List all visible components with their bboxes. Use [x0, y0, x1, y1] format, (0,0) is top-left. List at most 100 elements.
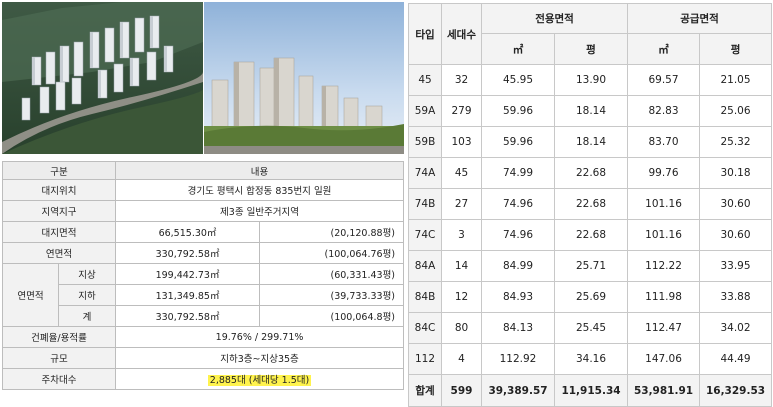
floor-area-label: 연면적 — [1, 242, 117, 264]
site-location-label: 대지위치 — [1, 179, 117, 201]
gross-total-py: (100,064.8평) — [259, 305, 405, 327]
total-supply-m2: 53,981.91 — [627, 374, 701, 407]
unit-supply-py: 30.60 — [699, 219, 773, 251]
table-row: 59A 279 59.96 18.14 82.83 25.06 — [408, 95, 773, 127]
unit-exclusive-m2: 74.99 — [481, 157, 555, 189]
header-exclusive-py: 평 — [553, 33, 629, 65]
project-info-table: 구분 내용 대지위치 경기도 평택시 합정동 835번지 일원 지역지구 제3종… — [1, 161, 405, 390]
table-row: 74B 27 74.96 22.68 101.16 30.60 — [408, 188, 773, 220]
parking-label: 주차대수 — [1, 368, 117, 390]
unit-type-table: 타입 세대수 전용면적 공급면적 ㎡ 평 ㎡ 평 45 32 45.95 13.90 6… — [408, 3, 773, 407]
below-ground-py: (39,733.33평) — [259, 284, 405, 306]
table-row: 74A 45 74.99 22.68 99.76 30.18 — [408, 157, 773, 189]
unit-households: 279 — [441, 95, 482, 127]
unit-exclusive-m2: 74.96 — [481, 188, 555, 220]
unit-type: 84A — [408, 250, 442, 282]
gross-area-label: 연면적 — [2, 263, 59, 327]
unit-exclusive-m2: 84.99 — [481, 250, 555, 282]
above-ground-py: (60,331.43평) — [259, 263, 405, 285]
unit-supply-py: 44.49 — [699, 343, 773, 375]
table-row: 84C 80 84.13 25.45 112.47 34.02 — [408, 312, 773, 344]
table-row: 84B 12 84.93 25.69 111.98 33.88 — [408, 281, 773, 313]
unit-households: 3 — [441, 219, 482, 251]
unit-households: 103 — [441, 126, 482, 158]
unit-supply-m2: 83.70 — [627, 126, 701, 158]
scale-label: 규모 — [1, 347, 117, 369]
unit-households: 4 — [441, 343, 482, 375]
unit-exclusive-py: 18.14 — [553, 126, 629, 158]
table-row: 45 32 45.95 13.90 69.57 21.05 — [408, 64, 773, 96]
floor-area-py: (100,064.76평) — [259, 242, 405, 264]
unit-supply-py: 33.95 — [699, 250, 773, 282]
site-location-value: 경기도 평택시 합정동 835번지 일원 — [115, 179, 405, 201]
header-exclusive-m2: ㎡ — [481, 33, 555, 65]
unit-exclusive-py: 13.90 — [553, 64, 629, 96]
unit-supply-m2: 112.47 — [627, 312, 701, 344]
table-row: 84A 14 84.99 25.71 112.22 33.95 — [408, 250, 773, 282]
unit-households: 12 — [441, 281, 482, 313]
floor-area-m2: 330,792.58㎡ — [115, 242, 261, 264]
unit-households: 80 — [441, 312, 482, 344]
parking-cell: 2,885대 (세대당 1.5대) — [115, 368, 405, 390]
unit-households: 14 — [441, 250, 482, 282]
unit-exclusive-m2: 84.93 — [481, 281, 555, 313]
above-ground-m2: 199,442.73㎡ — [115, 263, 261, 285]
unit-supply-m2: 69.57 — [627, 64, 701, 96]
unit-type: 45 — [408, 64, 442, 96]
unit-type: 74A — [408, 157, 442, 189]
unit-supply-py: 25.06 — [699, 95, 773, 127]
below-ground-label: 지하 — [57, 284, 117, 306]
ratio-label: 건폐율/용적률 — [1, 326, 117, 348]
unit-exclusive-py: 22.68 — [553, 219, 629, 251]
unit-exclusive-py: 18.14 — [553, 95, 629, 127]
zone-value: 제3종 일반주거지역 — [115, 200, 405, 222]
unit-exclusive-py: 22.68 — [553, 188, 629, 220]
aerial-complex-image — [2, 2, 203, 154]
unit-supply-m2: 101.16 — [627, 188, 701, 220]
unit-supply-m2: 101.16 — [627, 219, 701, 251]
unit-type: 59B — [408, 126, 442, 158]
unit-supply-m2: 99.76 — [627, 157, 701, 189]
unit-supply-py: 30.60 — [699, 188, 773, 220]
unit-supply-m2: 112.22 — [627, 250, 701, 282]
unit-type: 84C — [408, 312, 442, 344]
header-type: 타입 — [408, 3, 442, 65]
unit-exclusive-m2: 45.95 — [481, 64, 555, 96]
unit-households: 27 — [441, 188, 482, 220]
unit-exclusive-m2: 112.92 — [481, 343, 555, 375]
below-ground-m2: 131,349.85㎡ — [115, 284, 261, 306]
header-households: 세대수 — [441, 3, 482, 65]
ratio-value: 19.76% / 299.71% — [115, 326, 405, 348]
unit-type: 112 — [408, 343, 442, 375]
unit-type: 59A — [408, 95, 442, 127]
parking-value: 2,885대 (세대당 1.5대) — [207, 375, 312, 386]
unit-exclusive-py: 34.16 — [553, 343, 629, 375]
unit-households: 45 — [441, 157, 482, 189]
unit-exclusive-py: 22.68 — [553, 157, 629, 189]
unit-supply-m2: 82.83 — [627, 95, 701, 127]
unit-exclusive-m2: 74.96 — [481, 219, 555, 251]
unit-supply-py: 21.05 — [699, 64, 773, 96]
unit-supply-py: 25.32 — [699, 126, 773, 158]
zone-label: 지역지구 — [1, 200, 117, 222]
unit-exclusive-m2: 59.96 — [481, 95, 555, 127]
scale-value: 지하3층~지상35층 — [115, 347, 405, 369]
site-area-py: (20,120.88평) — [259, 221, 405, 243]
header-exclusive-area: 전용면적 — [480, 3, 629, 34]
unit-exclusive-py: 25.69 — [553, 281, 629, 313]
table-row: 74C 3 74.96 22.68 101.16 30.60 — [408, 219, 773, 251]
unit-type: 84B — [408, 281, 442, 313]
above-ground-label: 지상 — [57, 263, 117, 285]
header-category: 구분 — [1, 161, 117, 180]
unit-households: 32 — [441, 64, 482, 96]
header-supply-area: 공급면적 — [627, 3, 773, 34]
site-area-label: 대지면적 — [1, 221, 117, 243]
unit-exclusive-py: 25.45 — [553, 312, 629, 344]
unit-supply-m2: 111.98 — [627, 281, 701, 313]
unit-exclusive-m2: 59.96 — [481, 126, 555, 158]
header-supply-py: 평 — [699, 33, 773, 65]
unit-exclusive-py: 25.71 — [553, 250, 629, 282]
street-view-image — [204, 2, 404, 154]
table-row: 59B 103 59.96 18.14 83.70 25.32 — [408, 126, 773, 158]
header-content: 내용 — [115, 161, 405, 180]
